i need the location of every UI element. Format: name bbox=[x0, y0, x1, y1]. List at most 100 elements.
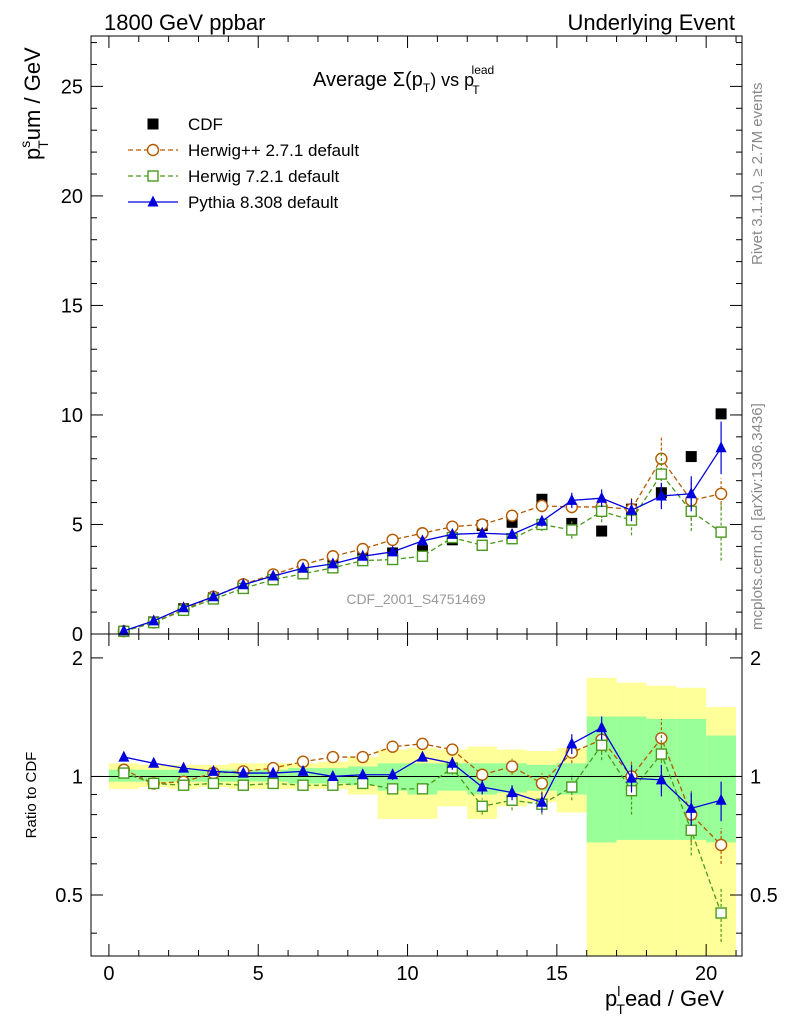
ratio-point-herwig7-8 bbox=[357, 777, 369, 790]
ratio-point-herwigpp-9 bbox=[386, 740, 399, 753]
ratio-point-pythia-7 bbox=[327, 769, 339, 781]
ratio-point-herwigpp-7 bbox=[326, 750, 340, 764]
top-point-pythia-6 bbox=[297, 561, 309, 573]
top-point-pythia-5 bbox=[267, 569, 279, 581]
ratio-point-pythia-15 bbox=[566, 737, 578, 749]
ratio-ytick-label: 2 bbox=[72, 648, 83, 670]
analysis-watermark: CDF_2001_S4751469 bbox=[346, 591, 486, 607]
header-right: Underlying Event bbox=[567, 10, 735, 35]
ratio-point-pythia-18 bbox=[655, 773, 667, 785]
ratio-ytick-label-right: 1 bbox=[750, 766, 761, 788]
rivet-label: Rivet 3.1.10, ≥ 2.7M events bbox=[749, 83, 766, 266]
ratio-point-pythia-20 bbox=[715, 793, 727, 805]
ratio-point-herwigpp-11 bbox=[446, 743, 459, 756]
top-ytick-label: 5 bbox=[72, 514, 83, 536]
top-point-herwig7-15 bbox=[566, 524, 578, 536]
ratio-point-pythia-10 bbox=[416, 750, 428, 762]
top-point-herwig7-12 bbox=[476, 539, 488, 551]
xlabel-sup: l bbox=[617, 983, 620, 999]
ratio-ytick-label-right: 2 bbox=[750, 648, 761, 670]
ratio-point-pythia-5 bbox=[267, 766, 279, 778]
top-point-pythia-13 bbox=[506, 527, 518, 539]
ylabel-rest: um / GeV bbox=[20, 47, 45, 140]
ratio-series-pythia bbox=[118, 716, 727, 826]
xtick-label: 0 bbox=[103, 963, 114, 985]
bottom-panel-bands bbox=[91, 677, 742, 956]
xtick-label: 20 bbox=[695, 963, 717, 985]
bottom-panel-axes: 0.5 0.51 12 20 5 10 15 20 bbox=[55, 634, 778, 985]
ratio-ytick-label: 0.5 bbox=[55, 885, 83, 907]
ratio-point-pythia-13 bbox=[506, 786, 518, 798]
ratio-point-herwigpp-10 bbox=[416, 737, 429, 751]
ratio-ytick-label-right: 0.5 bbox=[750, 885, 778, 907]
ratio-point-herwig7-0 bbox=[118, 767, 130, 779]
top-series-pythia bbox=[118, 421, 727, 636]
top-point-herwigpp-9 bbox=[386, 533, 399, 547]
title-sup-lead: lead bbox=[472, 63, 495, 77]
top-point-herwigpp-20 bbox=[714, 487, 728, 501]
header-left: 1800 GeV ppbar bbox=[104, 10, 265, 35]
ratio-point-herwig7-5 bbox=[267, 777, 279, 790]
ylabel-sup: s bbox=[17, 141, 33, 148]
band-green-1 bbox=[138, 769, 169, 782]
top-point-pythia-7 bbox=[327, 557, 339, 569]
ratio-point-pythia-2 bbox=[178, 761, 190, 773]
top-ytick-label: 25 bbox=[61, 76, 83, 98]
top-point-pythia-14 bbox=[536, 514, 548, 526]
top-ytick-label: 10 bbox=[61, 405, 83, 427]
top-point-pythia-18 bbox=[655, 489, 667, 501]
ratio-point-pythia-17 bbox=[626, 771, 638, 783]
top-panel-axes: 0 5 10 15 20 25 bbox=[61, 36, 742, 646]
top-point-pythia-17 bbox=[626, 503, 638, 515]
top-point-pythia-1 bbox=[148, 614, 160, 626]
top-point-cdf-20 bbox=[715, 408, 727, 420]
xtick-label: 5 bbox=[253, 963, 264, 985]
ratio-point-herwig7-7 bbox=[327, 779, 339, 791]
ratio-point-pythia-8 bbox=[357, 768, 369, 780]
ratio-point-herwig7-10 bbox=[416, 783, 429, 795]
top-y-axis-label: ps Tum / GeV bbox=[17, 47, 51, 160]
ylabel-sub: T bbox=[35, 140, 51, 149]
top-ytick-label: 20 bbox=[61, 186, 83, 208]
top-point-pythia-15 bbox=[566, 493, 578, 505]
ratio-point-pythia-19 bbox=[685, 801, 697, 813]
top-point-cdf-13 bbox=[506, 516, 518, 528]
ratio-point-pythia-6 bbox=[297, 764, 309, 776]
ratio-point-pythia-4 bbox=[237, 766, 249, 778]
legend-label-cdf: CDF bbox=[188, 115, 223, 134]
ratio-point-pythia-1 bbox=[148, 756, 160, 768]
ratio-point-herwigpp-13 bbox=[505, 760, 519, 773]
legend-label-herwigpp: Herwig++ 2.7.1 default bbox=[188, 141, 359, 160]
top-chart-title: Average Σ(pT) vs pTlead bbox=[313, 63, 494, 97]
ratio-line-herwig7 bbox=[123, 744, 722, 914]
ratio-point-pythia-0 bbox=[118, 750, 130, 762]
top-point-pythia-16 bbox=[596, 491, 608, 503]
legend-marker-herwig7 bbox=[147, 170, 159, 182]
ratio-point-herwigpp-8 bbox=[356, 750, 369, 764]
top-ytick-label: 15 bbox=[61, 295, 83, 317]
ratio-point-herwigpp-14 bbox=[535, 777, 549, 790]
bottom-panel-frame bbox=[90, 633, 743, 957]
ratio-point-herwig7-20 bbox=[715, 907, 727, 919]
legend-marker-herwigpp bbox=[146, 143, 160, 157]
top-point-herwig7-16 bbox=[595, 505, 608, 518]
legend-label-pythia: Pythia 8.308 default bbox=[188, 193, 339, 212]
legend-marker-pythia bbox=[147, 195, 159, 207]
ylabel-main: p bbox=[20, 148, 45, 160]
ratio-point-herwig7-19 bbox=[685, 824, 697, 836]
ratio-point-pythia-3 bbox=[207, 764, 219, 776]
top-point-herwigpp-14 bbox=[535, 499, 549, 513]
top-point-pythia-9 bbox=[387, 545, 399, 557]
ratio-point-herwig7-15 bbox=[566, 781, 578, 793]
ratio-point-herwig7-9 bbox=[386, 783, 399, 795]
ratio-point-pythia-11 bbox=[446, 756, 458, 768]
xtick-label: 10 bbox=[396, 963, 418, 985]
top-point-herwigpp-13 bbox=[505, 509, 519, 522]
ratio-point-herwigpp-18 bbox=[655, 732, 668, 745]
top-point-pythia-11 bbox=[446, 527, 458, 539]
top-point-pythia-20 bbox=[715, 441, 727, 453]
ratio-point-herwig7-1 bbox=[148, 777, 160, 790]
ratio-point-herwig7-2 bbox=[177, 779, 190, 791]
ratio-point-pythia-12 bbox=[476, 780, 488, 792]
